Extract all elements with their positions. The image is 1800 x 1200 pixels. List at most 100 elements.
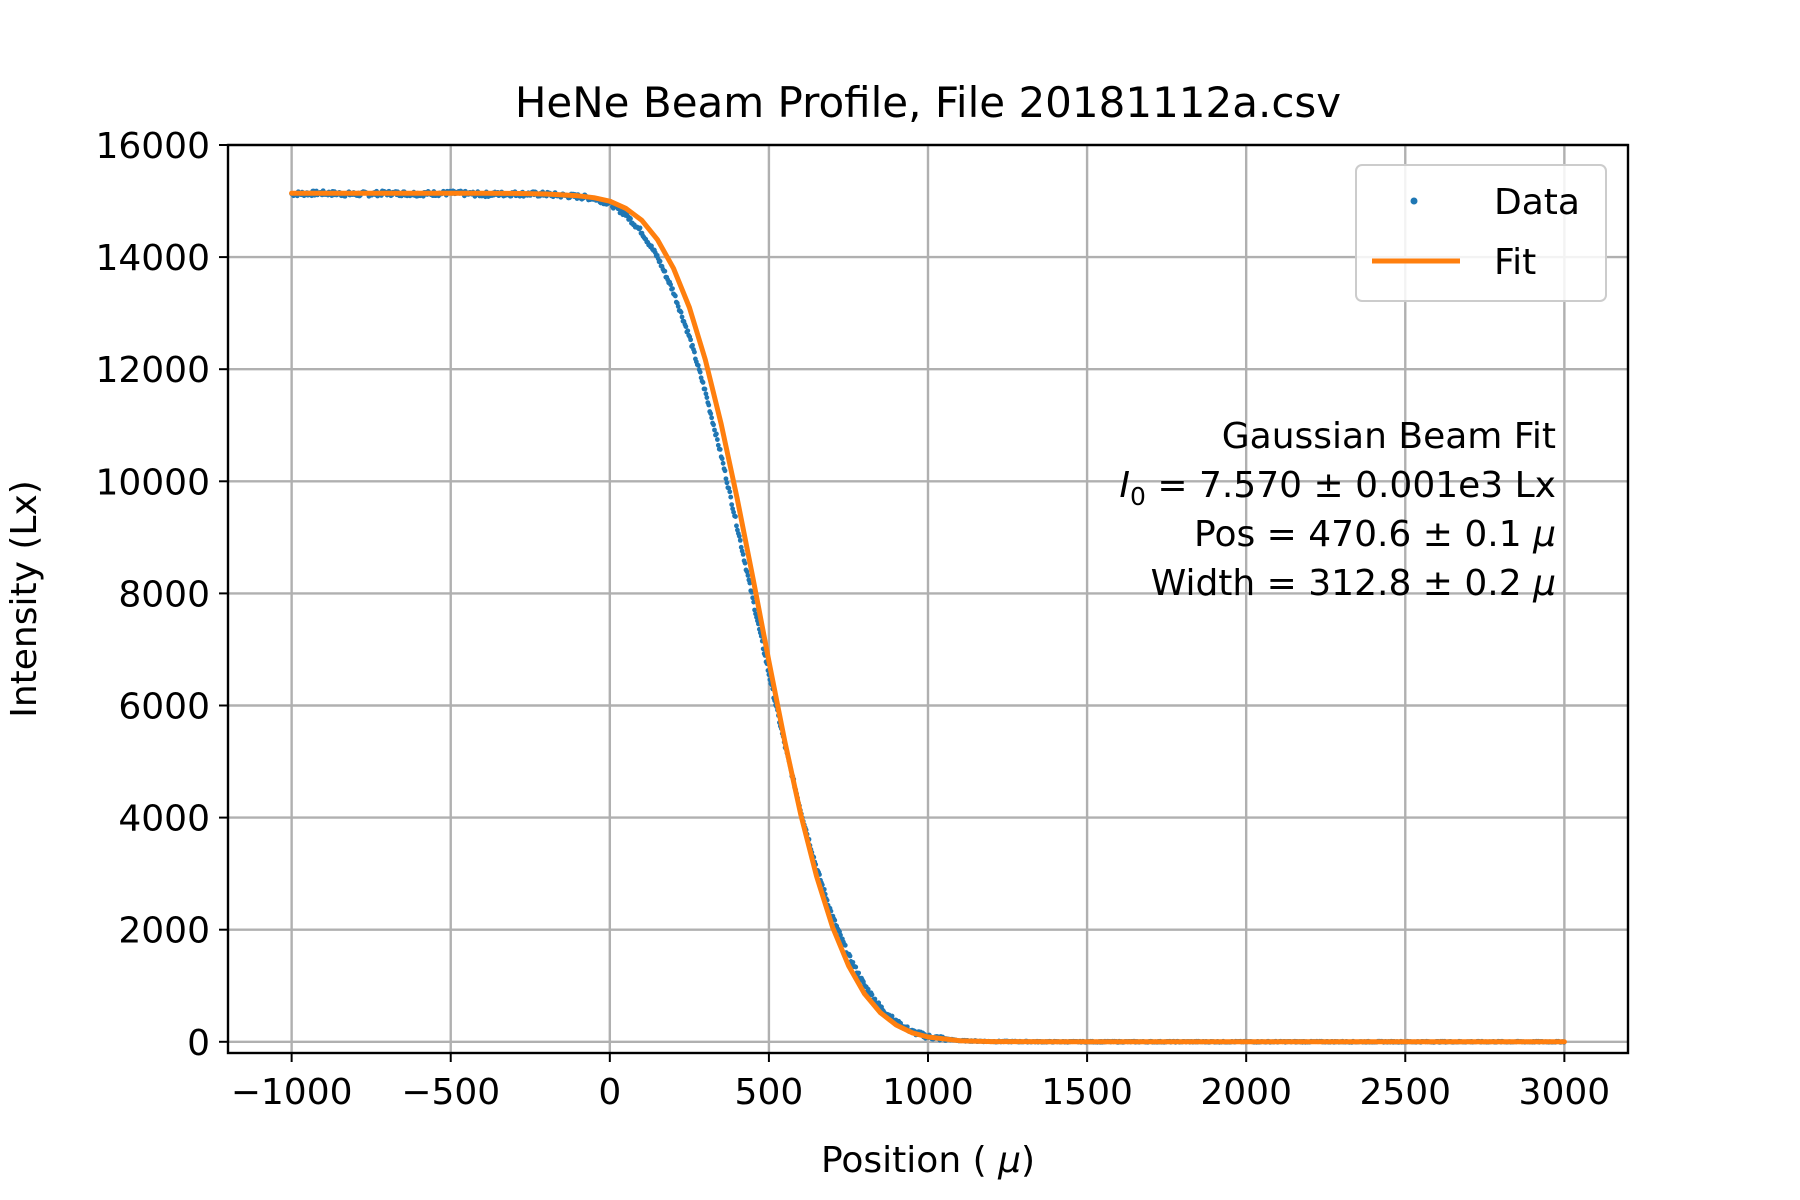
annotation-intensity-value: = 7.570 ± 0.001e3 Lx (1146, 465, 1556, 506)
data-point (752, 607, 757, 613)
data-point (637, 225, 643, 231)
data-point (838, 932, 843, 938)
data-point (737, 537, 743, 543)
data-point (708, 411, 714, 417)
data-point (869, 992, 875, 998)
legend-data-label: Data (1494, 182, 1580, 223)
annotation-position-unit: μ (1532, 514, 1556, 555)
data-point (745, 573, 751, 578)
data-point (856, 970, 862, 976)
data-point (697, 369, 703, 375)
data-point (726, 485, 732, 491)
data-point (695, 363, 701, 368)
data-point (734, 523, 739, 529)
annotation-position: Pos = 470.6 ± 0.1 μ (1194, 514, 1556, 555)
data-point (706, 402, 712, 408)
y-tick-label: 16000 (95, 126, 210, 167)
annotation-width-value: Width = 312.8 ± 0.2 (1151, 563, 1533, 604)
x-tick-label: 500 (735, 1072, 804, 1113)
data-point (672, 293, 678, 299)
annotation-intensity-subscript: 0 (1130, 482, 1146, 511)
y-tick-label: 0 (187, 1023, 210, 1064)
x-tick-label: 0 (598, 1072, 621, 1113)
x-tick-label: 2000 (1200, 1072, 1292, 1113)
data-point (720, 460, 726, 466)
data-point (692, 349, 697, 355)
data-point (679, 314, 685, 320)
y-tick-label: 8000 (118, 574, 210, 615)
data-point (842, 942, 848, 948)
data-point (670, 286, 675, 292)
legend-box (1355, 164, 1607, 302)
data-point (690, 342, 695, 348)
data-point (865, 986, 871, 992)
fit-annotation: Gaussian Beam Fit I0 = 7.570 ± 0.001e3 L… (1119, 416, 1556, 604)
data-point (731, 509, 736, 515)
data-point (688, 337, 694, 343)
data-point (709, 415, 715, 421)
data-point (750, 595, 756, 601)
data-point (685, 328, 691, 334)
data-point (722, 468, 728, 474)
data-point (736, 533, 742, 539)
y-tick-label: 4000 (118, 799, 210, 840)
data-point (738, 544, 744, 550)
axis-ticks: −1000 −500 0 500 1000 1500 2000 2500 3000 0 2000 40… (95, 126, 1610, 1113)
data-point (668, 282, 673, 288)
x-tick-label: 1500 (1041, 1072, 1133, 1113)
fit-line (289, 190, 1567, 1045)
annotation-intensity: I0 = 7.570 ± 0.001e3 Lx (1119, 465, 1556, 511)
data-point (703, 391, 709, 397)
x-tick-label: 3000 (1519, 1072, 1611, 1113)
data-point (700, 380, 706, 385)
data-point (733, 514, 738, 519)
data-point (717, 447, 723, 452)
y-tick-label: 6000 (118, 686, 210, 727)
data-point (853, 964, 859, 970)
data-point (704, 395, 710, 400)
data-point (683, 324, 689, 329)
data-point (729, 502, 735, 508)
data-point (747, 580, 753, 586)
y-tick-label: 12000 (95, 350, 210, 391)
data-point (678, 309, 684, 315)
annotation-width: Width = 312.8 ± 0.2 μ (1151, 563, 1556, 604)
data-point (719, 456, 725, 462)
data-point (714, 431, 719, 437)
data-point (724, 480, 730, 486)
data-point (714, 437, 720, 442)
data-point (744, 569, 750, 575)
data-point (723, 476, 729, 482)
x-tick-label: −1000 (231, 1072, 353, 1113)
x-tick-label: 1000 (882, 1072, 974, 1113)
x-axis-label-text: Position ( (821, 1140, 987, 1181)
chart-title: HeNe Beam Profile, File 20181112a.csv (515, 78, 1341, 127)
y-tick-label: 2000 (118, 911, 210, 952)
annotation-position-value: Pos = 470.6 ± 0.1 (1194, 514, 1533, 555)
fit-series-line (289, 190, 1567, 1045)
annotation-width-unit: μ (1532, 563, 1556, 604)
data-point (832, 917, 838, 923)
x-axis-label-tail: ) (1021, 1140, 1035, 1181)
data-point (740, 551, 746, 557)
annotation-title: Gaussian Beam Fit (1222, 416, 1556, 457)
data-point (742, 560, 748, 566)
data-point (712, 427, 717, 433)
y-axis-label: Intensity (Lx) (4, 480, 45, 718)
legend-data-marker (1410, 197, 1418, 205)
legend-fit-label: Fit (1494, 242, 1536, 283)
data-point (728, 494, 734, 500)
data-point (662, 268, 668, 274)
data-point (715, 442, 721, 448)
y-tick-label: 10000 (95, 462, 210, 503)
data-point (711, 422, 716, 428)
x-axis-label-unit: μ (997, 1140, 1021, 1181)
data-point (727, 489, 733, 495)
y-tick-label: 14000 (95, 238, 210, 279)
data-point (702, 386, 708, 392)
data-point (889, 1013, 895, 1019)
x-axis-label: Position ( μ) (821, 1140, 1035, 1181)
data-point (675, 303, 681, 309)
data-point (657, 258, 663, 264)
